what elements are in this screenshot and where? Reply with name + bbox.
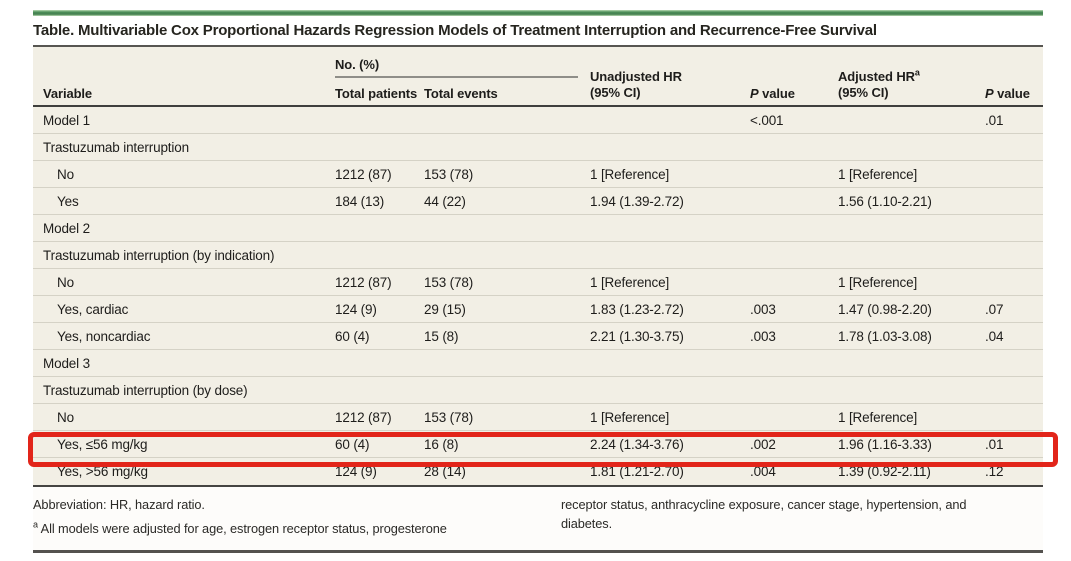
- row-p-value-unadjusted: .002: [750, 436, 776, 452]
- row-p-value-adjusted: .01: [985, 436, 1004, 452]
- table-body: Model 1 <.001 .01 Trastuzumab interruption N…: [33, 107, 1043, 485]
- row-total-events: 15 (8): [424, 328, 459, 344]
- row-total-events: 16 (8): [424, 436, 459, 452]
- row-total-patients: 60 (4): [335, 436, 370, 452]
- row-adjusted-hr: 1 [Reference]: [838, 274, 918, 290]
- row-unadjusted-hr: 1.94 (1.39-2.72): [590, 193, 684, 209]
- row-p-value-unadjusted: .003: [750, 328, 776, 344]
- row-total-events: 28 (14): [424, 464, 466, 479]
- green-accent-bar: [33, 10, 1043, 16]
- row-total-patients: 1212 (87): [335, 274, 392, 290]
- row-p-value-unadjusted: <.001: [750, 112, 784, 128]
- row-adjusted-hr: 1.56 (1.10-2.21): [838, 193, 932, 209]
- row-total-events: 44 (22): [424, 193, 466, 209]
- header-unadjusted-hr: Unadjusted HR (95% CI): [590, 68, 682, 100]
- row-total-events: 153 (78): [424, 166, 474, 182]
- row-variable: No: [57, 409, 74, 425]
- row-variable: No: [57, 274, 74, 290]
- footnotes: Abbreviation: HR, hazard ratio. a All mo…: [33, 487, 1043, 551]
- table-row: Trastuzumab interruption: [33, 134, 1043, 161]
- row-unadjusted-hr: 1 [Reference]: [590, 274, 670, 290]
- footnote-a-marker: a: [914, 67, 920, 78]
- bottom-rule: [33, 550, 1043, 554]
- header-variable: Variable: [43, 86, 93, 101]
- table-row: Trastuzumab interruption (by dose): [33, 377, 1043, 404]
- row-variable: Trastuzumab interruption: [43, 139, 189, 155]
- table-row: No 1212 (87) 153 (78) 1 [Reference] 1 [Refer…: [33, 404, 1043, 431]
- table-header: Variable No. (%) Total patients Total ev…: [33, 47, 1043, 107]
- row-variable: Model 1: [43, 112, 90, 128]
- row-p-value-adjusted: .01: [985, 112, 1004, 128]
- row-p-value-adjusted: .04: [985, 328, 1004, 344]
- footnote-abbreviation: Abbreviation: HR, hazard ratio.: [33, 497, 205, 512]
- row-total-patients: 60 (4): [335, 328, 370, 344]
- row-variable: Yes, >56 mg/kg: [57, 464, 148, 479]
- row-unadjusted-hr: 1.81 (1.21-2.70): [590, 464, 684, 479]
- row-total-patients: 124 (9): [335, 464, 377, 479]
- row-unadjusted-hr: 1 [Reference]: [590, 166, 670, 182]
- header-spanner-rule: [335, 76, 578, 78]
- row-total-patients: 1212 (87): [335, 166, 392, 182]
- header-total-events: Total events: [424, 86, 498, 101]
- row-total-events: 29 (15): [424, 301, 466, 317]
- row-variable: Yes, noncardiac: [57, 328, 151, 344]
- regression-table: Variable No. (%) Total patients Total ev…: [33, 47, 1043, 487]
- title-row: Table. Multivariable Cox Proportional Ha…: [33, 16, 1043, 47]
- row-unadjusted-hr: 2.24 (1.34-3.76): [590, 436, 684, 452]
- row-variable: Yes, cardiac: [57, 301, 129, 317]
- row-unadjusted-hr: 1.83 (1.23-2.72): [590, 301, 684, 317]
- row-total-patients: 124 (9): [335, 301, 377, 317]
- header-p-value-unadjusted: P value: [750, 86, 795, 101]
- row-variable: Model 3: [43, 355, 90, 371]
- row-adjusted-hr: 1.96 (1.16-3.33): [838, 436, 932, 452]
- footnote-a-left: a All models were adjusted for age, estr…: [33, 519, 447, 536]
- row-variable: No: [57, 166, 74, 182]
- row-adjusted-hr: 1.47 (0.98-2.20): [838, 301, 932, 317]
- row-unadjusted-hr: 1 [Reference]: [590, 409, 670, 425]
- row-variable: Trastuzumab interruption (by dose): [43, 382, 248, 398]
- table-row: Model 1 <.001 .01: [33, 107, 1043, 134]
- row-variable: Yes: [57, 193, 79, 209]
- row-unadjusted-hr: 2.21 (1.30-3.75): [590, 328, 684, 344]
- row-p-value-adjusted: .07: [985, 301, 1004, 317]
- header-p-value-adjusted: P value: [985, 86, 1030, 101]
- row-p-value-unadjusted: .004: [750, 464, 776, 479]
- row-total-patients: 184 (13): [335, 193, 385, 209]
- header-adjusted-hr: Adjusted HRa (95% CI): [838, 67, 920, 100]
- row-adjusted-hr: 1 [Reference]: [838, 166, 918, 182]
- table-row: Yes, cardiac 124 (9) 29 (15) 1.83 (1.23-2.7…: [33, 296, 1043, 323]
- row-p-value-unadjusted: .003: [750, 301, 776, 317]
- row-adjusted-hr: 1 [Reference]: [838, 409, 918, 425]
- table-row: Yes 184 (13) 44 (22) 1.94 (1.39-2.72) 1.56 (…: [33, 188, 1043, 215]
- table-sheet: Table. Multivariable Cox Proportional Ha…: [33, 0, 1043, 554]
- header-no-pct: No. (%): [335, 57, 380, 72]
- table-row: No 1212 (87) 153 (78) 1 [Reference] 1 [Refer…: [33, 269, 1043, 296]
- page-title: Table. Multivariable Cox Proportional Ha…: [33, 22, 877, 39]
- footnote-a-superscript: a: [33, 519, 38, 530]
- row-variable: Model 2: [43, 220, 90, 236]
- table-row: Model 2: [33, 215, 1043, 242]
- footnote-a-right: receptor status, anthracycline exposure,…: [561, 497, 967, 531]
- row-variable: Yes, ≤56 mg/kg: [57, 436, 148, 452]
- table-row: Yes, ≤56 mg/kg 60 (4) 16 (8) 2.24 (1.34-3.7…: [33, 431, 1043, 458]
- row-total-events: 153 (78): [424, 409, 474, 425]
- table-row: Trastuzumab interruption (by indication): [33, 242, 1043, 269]
- table-row: Model 3: [33, 350, 1043, 377]
- header-no-pct-group: No. (%) Total patients Total events: [335, 47, 590, 107]
- row-p-value-adjusted: .12: [985, 464, 1004, 479]
- row-total-events: 153 (78): [424, 274, 474, 290]
- table-row: Yes, >56 mg/kg 124 (9) 28 (14) 1.81 (1.21-2…: [33, 458, 1043, 485]
- row-variable: Trastuzumab interruption (by indication): [43, 247, 275, 263]
- row-adjusted-hr: 1.39 (0.92-2.11): [838, 464, 931, 479]
- row-adjusted-hr: 1.78 (1.03-3.08): [838, 328, 932, 344]
- row-total-patients: 1212 (87): [335, 409, 392, 425]
- table-row: No 1212 (87) 153 (78) 1 [Reference] 1 [Refer…: [33, 161, 1043, 188]
- header-total-patients: Total patients: [335, 86, 418, 101]
- table-row: Yes, noncardiac 60 (4) 15 (8) 2.21 (1.30-3.…: [33, 323, 1043, 350]
